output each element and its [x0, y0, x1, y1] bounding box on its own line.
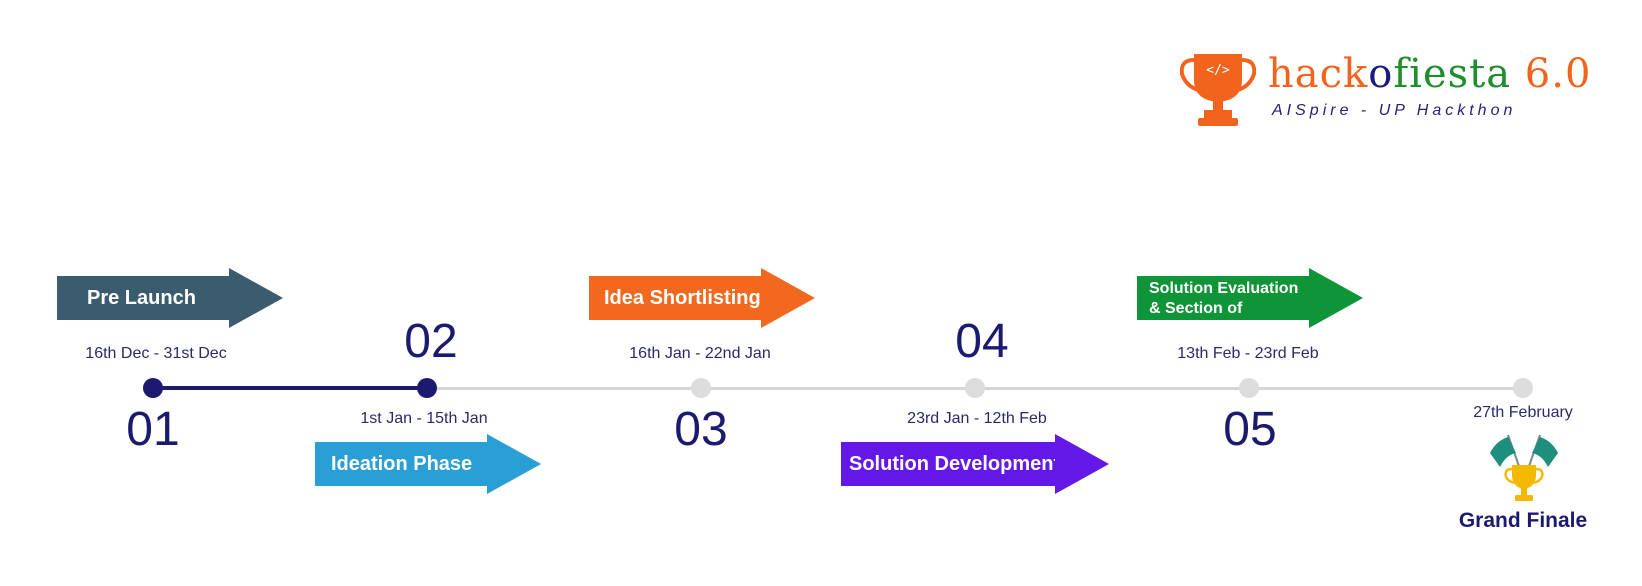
timeline-dot-finale — [1513, 378, 1533, 398]
phase-arrow-solution-evaluation: Solution Evaluation & Section of Finalis… — [1137, 268, 1363, 337]
brand-wordmark: hackofiesta 6.0 — [1268, 52, 1591, 96]
wordmark-part: fiesta — [1393, 51, 1512, 97]
wordmark-part: 6.0 — [1511, 51, 1592, 97]
phase-number: 04 — [955, 315, 1009, 368]
phase-arrow-ideation: Ideation Phase — [315, 434, 541, 494]
timeline-dot-01 — [143, 378, 163, 398]
phase-dates: 23rd Jan - 12th Feb — [907, 410, 1047, 427]
timeline-progress — [153, 386, 427, 390]
finale-date: 27th February — [1473, 404, 1573, 421]
cup-code-glyph: </> — [1206, 63, 1230, 78]
phase-label: Pre Launch — [57, 276, 229, 320]
phase-label: Idea Shortlisting — [589, 276, 761, 320]
brand-tagline: AISpire - UP Hackthon — [1272, 102, 1517, 119]
finale-label: Grand Finale — [1458, 509, 1588, 532]
phase-label: Solution Evaluation & Section of Finalis… — [1137, 276, 1309, 337]
phase-dates: 16th Jan - 22nd Jan — [629, 345, 771, 362]
phase-label: Ideation Phase — [315, 442, 487, 486]
phase-arrow-idea-shortlisting: Idea Shortlisting — [589, 268, 815, 328]
wordmark-part: o — [1368, 51, 1394, 97]
phase-dates: 16th Dec - 31st Dec — [85, 345, 227, 362]
trophy-flags-icon — [1486, 433, 1562, 505]
phase-label-line: Solution Evaluation — [1149, 280, 1299, 297]
phase-number: 01 — [126, 403, 180, 456]
phase-dates: 13th Feb - 23rd Feb — [1177, 345, 1319, 362]
phase-dates: 1st Jan - 15th Jan — [360, 410, 488, 427]
timeline-track — [153, 387, 1523, 390]
phase-arrow-solution-development: Solution Development — [841, 434, 1109, 494]
phase-label: Solution Development — [841, 442, 1060, 486]
trophy-cup-icon: </> — [1179, 50, 1257, 128]
phase-label-line: & Section of Finalists — [1149, 300, 1243, 337]
timeline-dot-02 — [417, 378, 437, 398]
phase-number: 05 — [1223, 403, 1277, 456]
timeline-dot-04 — [965, 378, 985, 398]
phase-arrow-pre-launch: Pre Launch — [57, 268, 283, 328]
phase-number: 02 — [404, 315, 458, 368]
wordmark-part: hack — [1268, 51, 1369, 97]
timeline-dot-05 — [1239, 378, 1259, 398]
timeline-dot-03 — [691, 378, 711, 398]
phase-number: 03 — [674, 403, 728, 456]
